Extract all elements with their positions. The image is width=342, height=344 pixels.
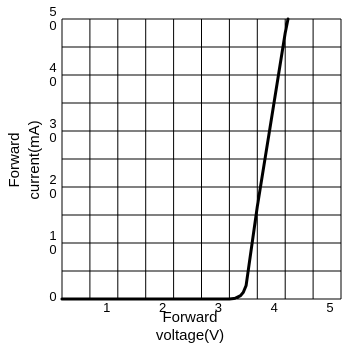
series-line	[60, 17, 290, 301]
y-tick-label: 0	[49, 289, 56, 304]
x-tick-label: 2	[159, 300, 166, 315]
x-axis-title-line-1: Forward	[162, 309, 217, 326]
x-tick-label: 5	[326, 300, 333, 315]
x-tick-label: 4	[271, 300, 278, 315]
x-tick-label: 3	[215, 300, 222, 315]
tick-labels: 1 2 3 4 501 02 03 04 05 0	[49, 4, 333, 315]
y-axis-title-line-1: Forward	[6, 132, 23, 187]
grid	[61, 18, 342, 300]
x-tick-label: 1	[103, 300, 110, 315]
y-axis-title-line-2: current(mA)	[26, 120, 43, 199]
x-axis-title-line-2: voltage(V)	[156, 327, 224, 344]
